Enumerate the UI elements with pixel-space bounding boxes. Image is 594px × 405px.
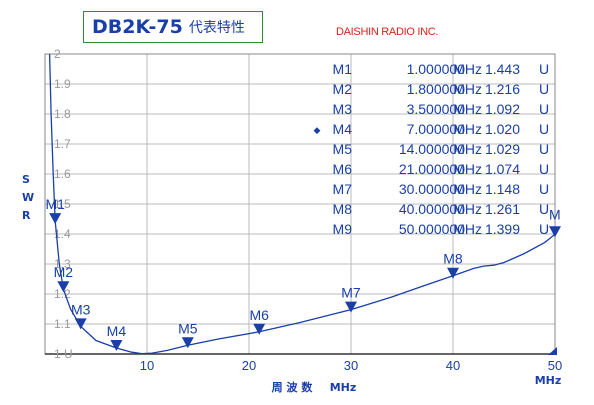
y-tick-label: 1.9: [54, 77, 71, 91]
x-tick-label: 20: [242, 358, 256, 373]
marker-row-label: M1: [333, 61, 353, 77]
marker-plot-label-m9: M: [549, 206, 561, 222]
marker-row-freq: 7.000000: [407, 121, 466, 137]
marker-triangle-m1: [49, 213, 62, 225]
marker-row-freq: 40.000000: [399, 201, 465, 217]
company-name: DAISHIN RADIO INC.: [336, 26, 439, 38]
marker-triangle-m9: [549, 226, 561, 238]
marker-plot-label-m3: M3: [71, 301, 91, 317]
marker-row-label: M9: [333, 221, 353, 237]
y-axis-letter-r: R: [22, 209, 31, 222]
y-tick-label: 1.4: [54, 227, 71, 241]
marker-row-label: M2: [333, 81, 353, 97]
x-tick-label: 30: [344, 358, 358, 373]
marker-triangle-m2: [57, 281, 70, 293]
marker-row-u: U: [539, 141, 549, 157]
marker-triangle-m5: [181, 337, 194, 349]
marker-row-swr: 1.216: [485, 81, 520, 97]
y-tick-label: 1 U: [54, 347, 73, 361]
marker-row-swr: 1.261: [485, 201, 520, 217]
marker-row-unit: MHz: [453, 221, 482, 237]
marker-row-swr: 1.092: [485, 101, 520, 117]
y-tick-label: 1.1: [54, 317, 71, 331]
marker-row-label: M8: [333, 201, 353, 217]
marker-row-label: M7: [333, 181, 353, 197]
marker-row-freq: 14.000000: [399, 141, 465, 157]
y-tick-label: 1.8: [54, 107, 71, 121]
axis-end-marker: [548, 347, 557, 355]
marker-row-unit: MHz: [453, 121, 482, 137]
marker-row-label: M4: [333, 121, 353, 137]
marker-row-u: U: [539, 81, 549, 97]
x-tick-label: 40: [446, 358, 460, 373]
marker-row-unit: MHz: [453, 101, 482, 117]
marker-row-freq: 50.000000: [399, 221, 465, 237]
x-axis-unit: MHz: [330, 381, 357, 394]
y-axis-letter-w: W: [22, 191, 35, 204]
marker-row-freq: 1.000000: [407, 61, 466, 77]
marker-row-unit: MHz: [453, 161, 482, 177]
marker-row-label: M6: [333, 161, 353, 177]
marker-triangle-m6: [253, 323, 266, 335]
marker-triangle-m3: [74, 318, 87, 330]
marker-row-swr: 1.029: [485, 141, 520, 157]
title-box: DB2K-75 代表特性: [83, 11, 263, 43]
marker-row-unit: MHz: [453, 81, 482, 97]
marker-row-u: U: [539, 181, 549, 197]
marker-row-unit: MHz: [453, 61, 482, 77]
y-tick-label: 2: [54, 47, 61, 61]
marker-row-unit: MHz: [453, 181, 482, 197]
y-tick-label: 1.7: [54, 137, 71, 151]
marker-plot-label-m7: M7: [341, 285, 361, 301]
marker-row-u: U: [539, 101, 549, 117]
marker-row-u: U: [539, 201, 549, 217]
marker-row-swr: 1.020: [485, 121, 520, 137]
x-tick-label: 10: [140, 358, 154, 373]
marker-row-label: M3: [333, 101, 353, 117]
marker-row-label: M5: [333, 141, 353, 157]
marker-row-unit: MHz: [453, 201, 482, 217]
y-axis-letter-s: S: [22, 173, 30, 186]
marker-plot-label-m1: M1: [45, 196, 65, 212]
marker-row-swr: 1.148: [485, 181, 520, 197]
marker-row-u: U: [539, 221, 549, 237]
y-tick-label: 1.3: [54, 257, 71, 271]
marker-row-swr: 1.399: [485, 221, 520, 237]
marker-plot-label-m8: M8: [443, 251, 463, 267]
marker-row-u: U: [539, 161, 549, 177]
marker-triangle-m7: [345, 301, 357, 313]
marker-plot-label-m6: M6: [249, 307, 269, 323]
marker-triangle-m4: [110, 340, 123, 351]
x-tick-label: 50: [548, 358, 562, 373]
y-tick-label: 1.5: [54, 197, 71, 211]
marker-row-freq: 21.000000: [399, 161, 465, 177]
marker-row-unit: MHz: [453, 141, 482, 157]
marker-row-swr: 1.443: [485, 61, 520, 77]
marker-row-u: U: [539, 61, 549, 77]
marker-row-freq: 1.800000: [407, 81, 466, 97]
marker-row-u: U: [539, 121, 549, 137]
marker-triangle-m8: [447, 267, 459, 279]
marker-plot-label-m2: M2: [54, 264, 74, 280]
chart-subtitle: 代表特性: [188, 20, 245, 36]
x-axis-label: 周 波 数: [272, 380, 314, 394]
marker-plot-label-m4: M4: [107, 323, 127, 339]
marker-row-freq: 3.500000: [407, 101, 466, 117]
active-marker-dot: ◆: [314, 125, 321, 135]
marker-row-freq: 30.000000: [399, 181, 465, 197]
chart-title: DB2K-75: [92, 16, 183, 38]
marker-plot-label-m5: M5: [178, 320, 198, 336]
marker-row-swr: 1.074: [485, 161, 520, 177]
y-tick-label: 1.6: [54, 167, 71, 181]
x-axis-unit-end: MHz: [535, 374, 562, 387]
